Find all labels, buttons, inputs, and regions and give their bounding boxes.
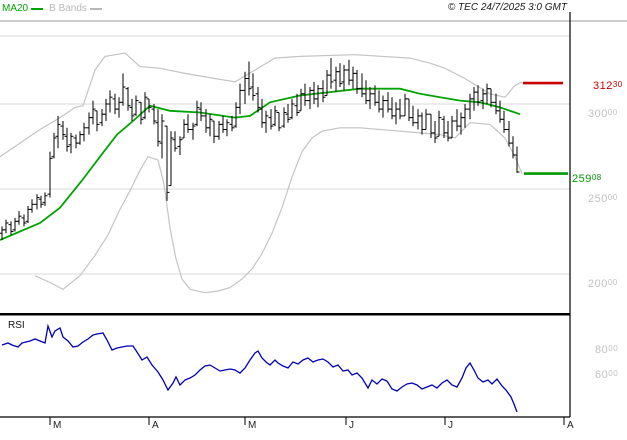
ma20-legend-label: MA20 xyxy=(2,3,29,14)
legend-item-ma20: MA20 xyxy=(2,3,44,15)
rsi-line xyxy=(1,323,518,413)
bbands-line-swatch xyxy=(89,8,102,10)
rsi-panel-label: RSI xyxy=(8,320,25,331)
chart-frame xyxy=(0,12,627,418)
bbands-legend-label: B Bands xyxy=(49,3,87,14)
legend-item-bbands: B Bands xyxy=(49,3,102,15)
month-label-1: A xyxy=(152,420,159,431)
price-label-250-00: 25000 xyxy=(588,193,618,205)
price-gridlines xyxy=(0,35,570,275)
ma20-line xyxy=(0,87,521,241)
rsi-label-60: 6000 xyxy=(595,369,619,381)
rsi-label-80: 8000 xyxy=(595,344,619,356)
ma20-line-swatch xyxy=(31,8,44,10)
price-label-200-00: 20000 xyxy=(588,278,618,290)
panel-separator xyxy=(0,313,570,316)
month-ticks xyxy=(49,417,565,425)
month-label-4: J xyxy=(448,420,453,431)
ohlc-bars xyxy=(0,58,520,240)
bollinger-lower-line xyxy=(34,122,523,294)
bollinger-upper-line xyxy=(0,52,523,158)
copyright-timestamp: © TEC 24/7/2025 3:0 GMT xyxy=(447,2,567,13)
month-label-0: M xyxy=(53,420,62,431)
chart-legend: MA20 B Bands xyxy=(2,3,102,15)
month-label-5: A xyxy=(567,420,574,431)
month-label-3: J xyxy=(349,420,354,431)
bollinger-bands xyxy=(0,52,523,294)
price-label-300-00: 30000 xyxy=(588,108,618,120)
price-label-259-08: 25908 xyxy=(572,172,602,185)
month-label-2: M xyxy=(248,420,257,431)
price-label-312-30: 31230 xyxy=(593,80,623,93)
